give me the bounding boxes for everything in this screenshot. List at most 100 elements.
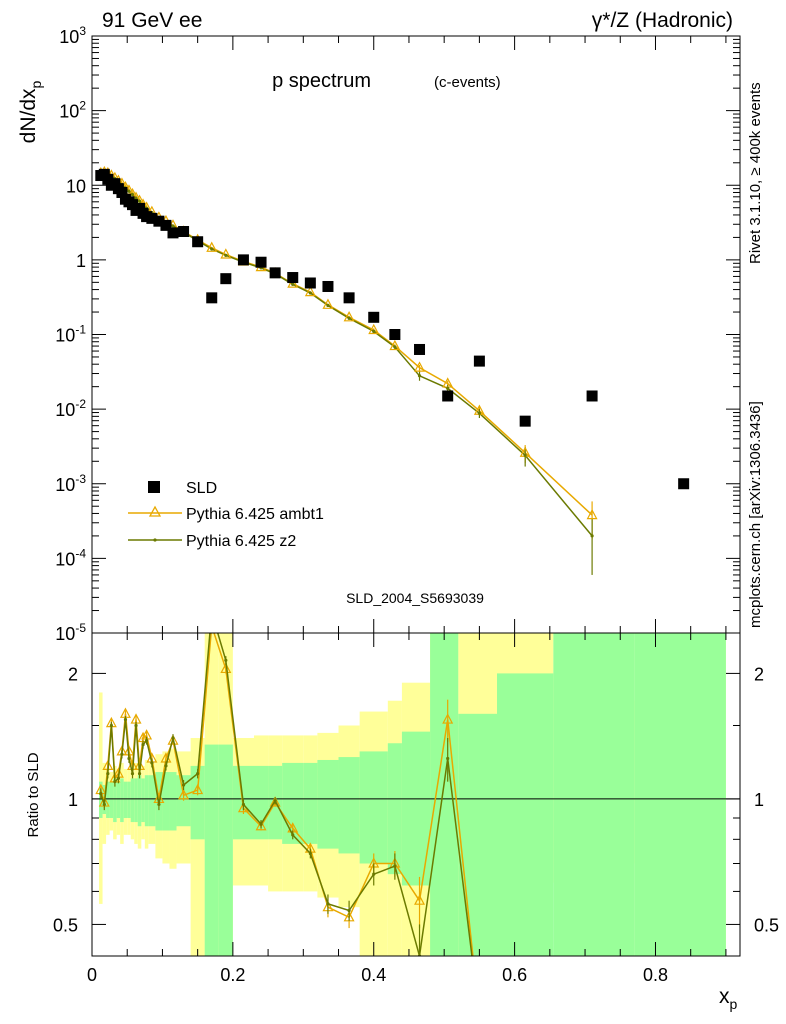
legend-sld-marker (148, 481, 160, 493)
sld-point (322, 280, 334, 292)
ratio-z2-point (157, 802, 161, 807)
z2-point (523, 453, 527, 457)
ratio-ytick-label-right: 0.5 (754, 915, 779, 935)
ratio-ambt1-point (178, 789, 190, 800)
ratio-ytick-label-left: 1 (68, 790, 78, 810)
main-ytick-label: 10-5 (55, 621, 86, 644)
ratio-plot-frame (91, 632, 741, 957)
ratio-ytick-label-left: 0.5 (53, 915, 78, 935)
ratio-ambt1-point (192, 783, 204, 795)
ratio-ambt1-point (255, 819, 267, 831)
ratio-ambt1-point (167, 734, 179, 745)
main-ytick-label-exponent: 2 (79, 99, 86, 113)
x-axis-label: xp (719, 985, 738, 1012)
ratio-inner-band (218, 744, 233, 956)
sld-point (389, 329, 401, 340)
ratio-inner-band (144, 775, 149, 827)
ratio-z2-point (347, 908, 351, 913)
chart-title: p spectrum (c-events) (272, 70, 501, 92)
z2-point (130, 192, 135, 197)
main-ytick-label-base: 10 (55, 400, 75, 420)
sld-point (220, 273, 232, 285)
ambt1-point (586, 508, 598, 520)
ratio-z2-point (106, 772, 110, 776)
ratio-z2-point (326, 902, 330, 906)
ratio-ytick-label-right: 2 (754, 664, 764, 684)
sld-point (442, 390, 454, 402)
main-ytick-label-base: 10 (55, 549, 75, 569)
sld-point (206, 292, 218, 304)
ratio-inner-band (134, 778, 138, 823)
main-ytick-label-exponent: -5 (75, 621, 86, 635)
ratio-inner-band (430, 633, 459, 956)
ratio-inner-band (359, 751, 388, 864)
ratio-z2-point (150, 761, 154, 765)
ratio-z2-point (141, 742, 145, 747)
z2-point (417, 374, 422, 378)
ratio-z2-point (446, 756, 450, 761)
sld-point (304, 277, 316, 289)
ratio-z2-point (224, 658, 228, 662)
main-ytick-label: 102 (59, 99, 86, 122)
main-ytick-label: 1 (76, 251, 86, 271)
ambt1-point (322, 298, 334, 309)
main-ytick-label-base: 10 (59, 102, 79, 122)
ratio-inner-band (113, 778, 117, 823)
ambt1-point (389, 339, 401, 351)
ratio-z2-point (273, 799, 277, 803)
ratio-inner-band (317, 759, 339, 849)
ambt1-point (343, 311, 355, 322)
z2-point (171, 224, 175, 228)
ratio-inner-band (190, 765, 205, 840)
ratio-inner-band (141, 778, 145, 823)
legend-z2-label: Pythia 6.425 z2 (186, 533, 296, 550)
y-axis-label: dN/dxp (17, 80, 44, 143)
sld-point (255, 256, 267, 268)
sld-point (473, 355, 485, 367)
sld-point (269, 267, 281, 279)
ambt1-point (368, 323, 380, 335)
sld-point (127, 199, 138, 211)
z2-line (100, 171, 593, 537)
ratio-z2-point (130, 772, 135, 776)
main-ytick-label-exponent: -1 (75, 323, 86, 337)
ratio-z2-point (99, 791, 103, 796)
sld-point (192, 236, 204, 248)
z2-point (291, 282, 295, 286)
z2-point (134, 196, 138, 200)
ratio-z2-point (181, 783, 186, 787)
ratio-ambt1-point (414, 894, 426, 905)
ratio-inner-band (109, 781, 114, 818)
ratio-inner-band (137, 775, 142, 827)
ratio-z2-point (372, 872, 376, 876)
ambt1-point (220, 248, 232, 259)
main-ytick-label-exponent: -3 (75, 472, 86, 486)
z2-point (137, 199, 142, 203)
main-ytick-label: 10-4 (55, 546, 86, 569)
ratio-z2-point (393, 864, 397, 868)
ratio-ambt1-point (269, 796, 281, 807)
ratio-xtick-label: 0.8 (643, 965, 668, 985)
sld-point (343, 292, 355, 304)
rivet-version-label: Rivet 3.1.10, ≥ 400k events (747, 82, 764, 264)
ylabel-subscript: p (28, 80, 44, 88)
z2-point (224, 253, 228, 257)
ratio-ytick-label-left: 2 (68, 664, 78, 684)
main-ytick-label: 10-2 (55, 397, 86, 420)
main-ytick-label-exponent: -2 (75, 397, 86, 411)
ratio-inner-band (303, 762, 318, 844)
header-process-label: γ*/Z (Hadronic) (592, 9, 733, 32)
ratio-ambt1-point (442, 713, 454, 724)
ratio-xtick-label: 0.6 (502, 965, 527, 985)
ratio-z2-point (113, 780, 117, 784)
sld-point (153, 215, 165, 227)
main-ytick-label: 10 (66, 176, 86, 196)
ratio-z2-point (308, 851, 312, 856)
ratio-inner-band (116, 781, 121, 818)
chart-title-text: p spectrum (272, 70, 371, 92)
sld-point (586, 390, 598, 402)
ratio-inner-band (458, 713, 497, 956)
main-ytick-label: 103 (59, 24, 86, 47)
ratio-z2-point (109, 723, 113, 728)
